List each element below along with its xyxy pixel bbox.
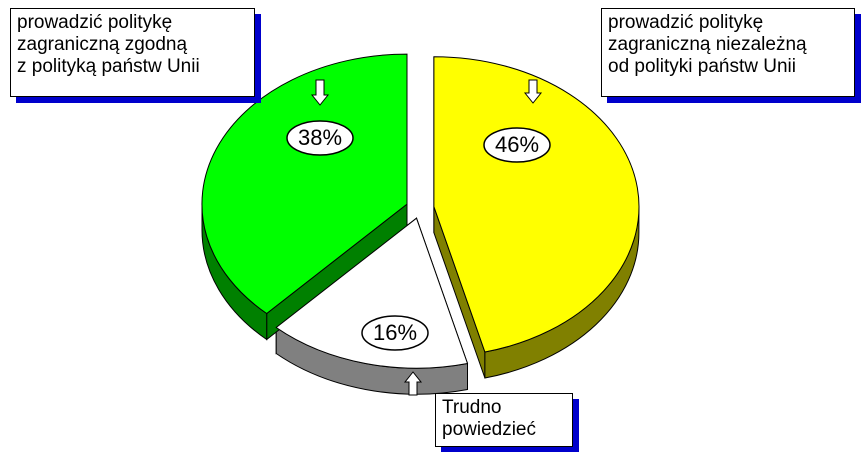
label-bubble (286, 120, 354, 156)
label-bubble (483, 127, 551, 163)
slice (433, 56, 640, 353)
callout-arrow (523, 79, 543, 104)
data-label: 38% (298, 125, 342, 150)
label-bubble (361, 315, 429, 351)
callout: Trudno powiedzieć (435, 393, 573, 447)
callout: prowadzić politykę zagraniczną niezależn… (601, 8, 855, 97)
data-label: 46% (495, 132, 539, 157)
data-label: 16% (373, 320, 417, 345)
callout-arrow (310, 79, 330, 106)
slice (201, 53, 408, 315)
callout-arrow (403, 371, 423, 396)
callout: prowadzić politykę zagraniczną zgodną z … (10, 8, 255, 97)
